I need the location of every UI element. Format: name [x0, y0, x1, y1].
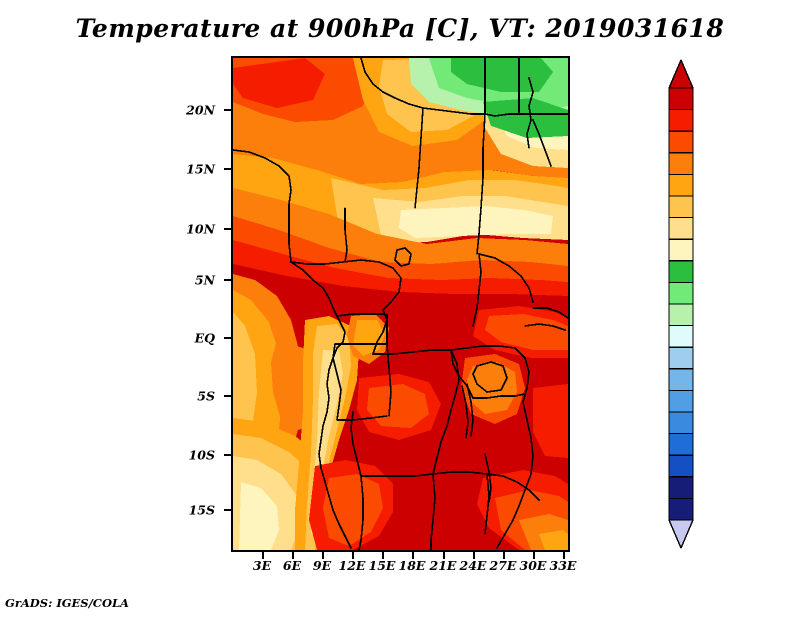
colorbar-swatches — [668, 59, 694, 549]
xtick-mark-30E — [533, 552, 535, 559]
xtick-label-30E: 30E — [519, 558, 547, 573]
xtick-label-21E: 21E — [429, 558, 457, 573]
ytick-mark-15N — [224, 168, 231, 170]
xtick-mark-6E — [292, 552, 294, 559]
ytick-mark-5S — [224, 395, 231, 397]
xtick-label-33E: 33E — [549, 558, 577, 573]
xtick-mark-9E — [322, 552, 324, 559]
ytick-label-20N: 20N — [186, 102, 215, 118]
ytick-mark-5N — [224, 279, 231, 281]
xtick-label-15E: 15E — [368, 558, 396, 573]
colorbar: 28 26 24 22 20 18 16 14 12 10 8 6 4 2 0 … — [666, 58, 696, 550]
xtick-mark-15E — [382, 552, 384, 559]
ytick-label-15N: 15N — [186, 161, 215, 177]
xtick-mark-24E — [473, 552, 475, 559]
xtick-label-9E: 9E — [312, 558, 332, 573]
xtick-mark-27E — [503, 552, 505, 559]
xtick-label-6E: 6E — [282, 558, 302, 573]
ytick-label-5N: 5N — [194, 272, 215, 288]
ytick-label-5S: 5S — [197, 388, 215, 404]
latitude-axis: 20N 15N 10N 5N EQ 5S 10S 15S — [0, 0, 231, 618]
xtick-label-12E: 12E — [338, 558, 366, 573]
ytick-label-10N: 10N — [186, 221, 215, 237]
xtick-label-24E: 24E — [459, 558, 487, 573]
xtick-label-27E: 27E — [489, 558, 517, 573]
map-plot-area — [231, 56, 570, 552]
ytick-mark-20N — [224, 109, 231, 111]
xtick-mark-3E — [262, 552, 264, 559]
xtick-mark-18E — [412, 552, 414, 559]
xtick-mark-33E — [563, 552, 565, 559]
page-title: Temperature at 900hPa [C], VT: 201903161… — [75, 14, 725, 43]
temperature-field-raster — [233, 58, 568, 550]
ytick-label-EQ: EQ — [194, 330, 215, 346]
footer-attribution: GrADS: IGES/COLA — [5, 596, 129, 610]
ytick-mark-10N — [224, 228, 231, 230]
ytick-mark-EQ — [224, 337, 231, 339]
xtick-mark-12E — [352, 552, 354, 559]
ytick-mark-10S — [224, 454, 231, 456]
xtick-label-3E: 3E — [252, 558, 272, 573]
ytick-label-15S: 15S — [188, 502, 215, 518]
ytick-mark-15S — [224, 509, 231, 511]
xtick-label-18E: 18E — [398, 558, 426, 573]
ytick-label-10S: 10S — [188, 447, 215, 463]
xtick-mark-21E — [443, 552, 445, 559]
